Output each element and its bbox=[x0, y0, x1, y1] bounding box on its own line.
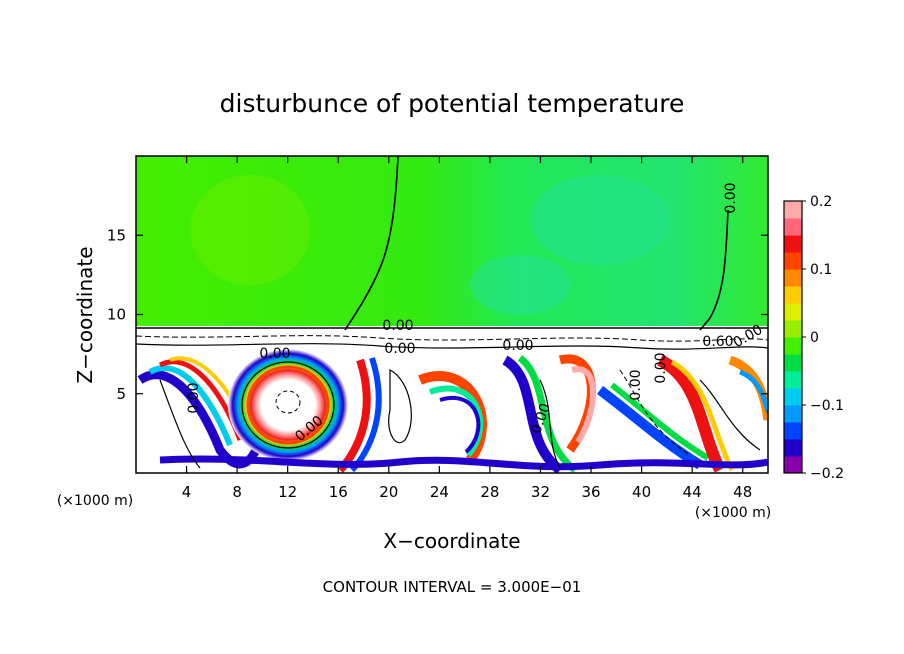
y-tick-label: 15 bbox=[107, 226, 126, 244]
chart-title: disturbunce of potential temperature bbox=[220, 89, 685, 118]
x-tick-label: 8 bbox=[232, 483, 242, 501]
colorbar-swatch bbox=[784, 354, 802, 372]
contour-line bbox=[699, 209, 729, 331]
colorbar-tick-label: −0.2 bbox=[810, 466, 844, 482]
colorbar-frame bbox=[783, 200, 803, 474]
vortex-ring bbox=[246, 365, 330, 445]
contour-label: 0.00 bbox=[628, 369, 644, 400]
colorbar-swatch bbox=[784, 456, 802, 474]
colorbar-swatch bbox=[784, 320, 802, 338]
colorbar-tick-label: −0.1 bbox=[810, 398, 844, 414]
contour-line bbox=[275, 390, 301, 414]
inversion-band bbox=[136, 326, 768, 348]
lower-layer-streak bbox=[439, 396, 481, 454]
contour-line bbox=[699, 379, 761, 451]
x-tick-label: 48 bbox=[733, 483, 752, 501]
x-axis-unit-left: (×1000 m) bbox=[57, 493, 133, 509]
colorbar-swatch bbox=[784, 303, 802, 321]
colorbar-tick-label: 0.1 bbox=[810, 262, 832, 278]
lower-layer-streak bbox=[670, 359, 735, 472]
colorbar-swatch bbox=[784, 422, 802, 440]
x-tick-label: 16 bbox=[329, 483, 348, 501]
upper-layer-patch bbox=[190, 175, 310, 285]
x-tick-label: 32 bbox=[531, 483, 550, 501]
y-tick-label: 10 bbox=[107, 306, 126, 324]
y-axis-label: Z−coordinate bbox=[73, 246, 97, 383]
colorbar-swatch bbox=[784, 388, 802, 406]
contour-line bbox=[344, 156, 399, 331]
lower-layer-streak bbox=[656, 354, 726, 473]
colorbar-swatch bbox=[784, 201, 802, 219]
contour-label: 0.00 bbox=[259, 346, 290, 362]
colorbar: 0.2 0.1 0 −0.1 −0.2 bbox=[784, 194, 844, 482]
x-tick-label: 4 bbox=[182, 483, 192, 501]
contour-line bbox=[241, 361, 335, 449]
lower-layer-streak bbox=[610, 382, 710, 461]
colorbar-swatch bbox=[784, 286, 802, 304]
colorbar-swatch bbox=[784, 405, 802, 423]
upper-layer-patch bbox=[470, 255, 570, 315]
contour-line bbox=[136, 335, 768, 342]
contour-label: 0.00 bbox=[653, 352, 669, 383]
x-tick-label: 12 bbox=[278, 483, 297, 501]
contour-line bbox=[159, 379, 201, 469]
contour-line bbox=[388, 369, 412, 444]
colorbar-tick-label: 0 bbox=[810, 330, 819, 346]
colorbar-tick-label: 0.2 bbox=[810, 194, 832, 210]
x-axis-unit-right: (×1000 m) bbox=[695, 505, 771, 521]
colorbar-swatch bbox=[784, 218, 802, 236]
lower-layer-streak bbox=[159, 455, 768, 471]
contour-line bbox=[619, 369, 691, 456]
lower-layer-streak bbox=[148, 365, 233, 447]
colorbar-swatch bbox=[784, 337, 802, 355]
colorbar-swatch bbox=[784, 371, 802, 389]
y-axis: 5 10 15 bbox=[107, 226, 768, 403]
colorbar-swatch bbox=[784, 235, 802, 253]
contour-label: 0.00 bbox=[384, 341, 415, 357]
x-tick-label: 28 bbox=[480, 483, 499, 501]
contour-interval-note: CONTOUR INTERVAL = 3.000E−01 bbox=[323, 578, 582, 596]
x-axis: 4 8 12 16 20 24 28 32 36 40 44 48 bbox=[182, 156, 752, 501]
x-tick-label: 36 bbox=[581, 483, 600, 501]
contour-label: 0.00 bbox=[723, 182, 739, 213]
lower-layer-streak bbox=[502, 355, 564, 473]
x-tick-label: 40 bbox=[632, 483, 651, 501]
vortex-core bbox=[228, 349, 348, 461]
lower-layer-streak bbox=[517, 355, 578, 473]
plot-field bbox=[136, 156, 768, 473]
y-tick-label: 5 bbox=[116, 385, 126, 403]
contour-labels: 0.00 0.00 0.00 0.00 0.00 0.00 0.00 0.00 … bbox=[186, 182, 765, 445]
x-tick-label: 24 bbox=[430, 483, 449, 501]
colorbar-swatch bbox=[784, 439, 802, 457]
colorbar-swatch bbox=[784, 252, 802, 270]
contour-label: 0.00 bbox=[502, 338, 533, 354]
contour-line bbox=[539, 379, 561, 469]
lower-layer-streak bbox=[428, 385, 484, 458]
x-axis-label: X−coordinate bbox=[383, 529, 520, 553]
upper-layer-patch bbox=[530, 175, 670, 265]
x-tick-label: 44 bbox=[683, 483, 702, 501]
contour-label: 0.00 bbox=[186, 382, 202, 413]
contour-label: 0.60 bbox=[702, 334, 733, 350]
x-tick-label: 20 bbox=[379, 483, 398, 501]
colorbar-swatch bbox=[784, 269, 802, 287]
lower-layer-streak bbox=[571, 366, 596, 444]
contour-label: 0.00 bbox=[382, 318, 413, 334]
lower-layer-streak bbox=[596, 386, 703, 470]
contour-line bbox=[136, 343, 768, 350]
